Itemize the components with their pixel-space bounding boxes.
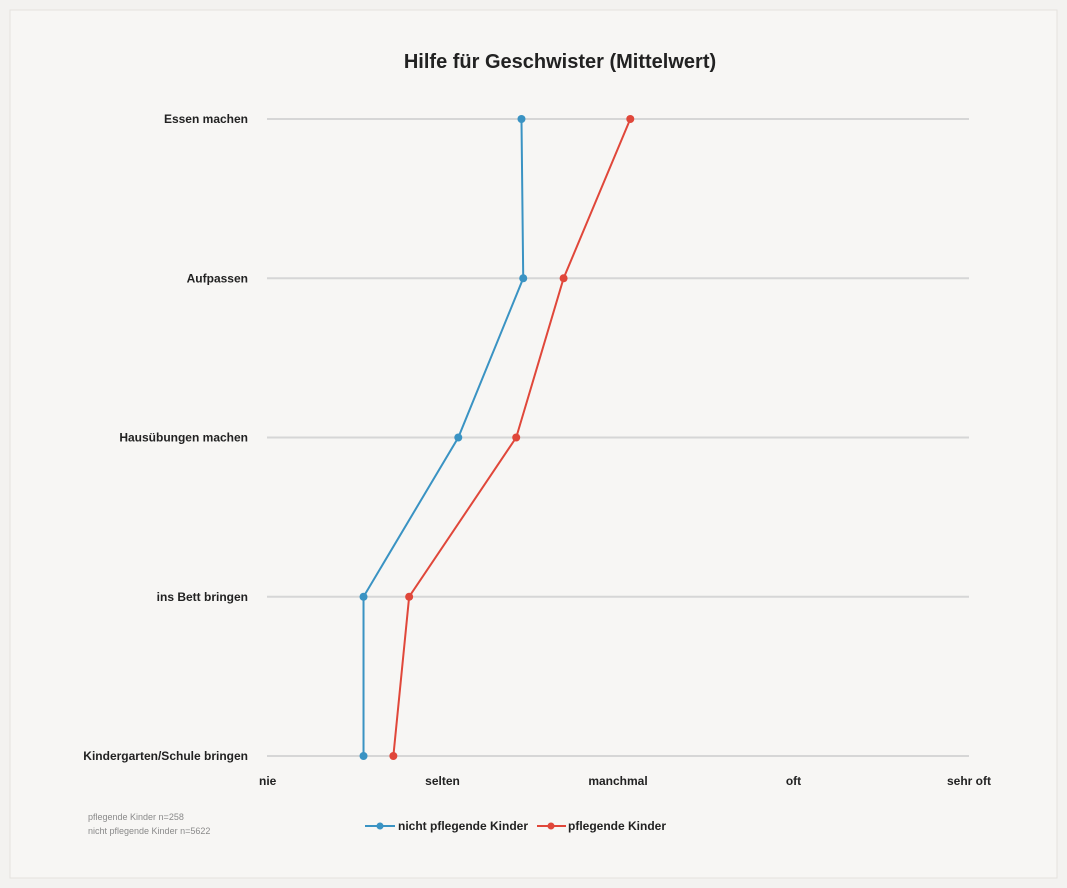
y-axis-tick-labels: Essen machen Aufpassen Hausübungen machen i… [83,112,248,763]
x-tick-label-selten: selten [425,774,460,788]
point-nicht-pflegende-kinder-kindergarten-schule-bringen [359,752,368,760]
point-pflegende-kinder-haus-bungen-machen [512,433,521,442]
legend-marker-nicht-pflegende [376,822,384,830]
point-pflegende-kinder-aufpassen [559,274,568,283]
point-pflegende-kinder-ins-bett-bringen [405,592,414,601]
x-tick-label-manchmal: manchmal [588,774,647,788]
point-nicht-pflegende-kinder-haus-bungen-machen [454,433,463,442]
plot-frame [9,9,1058,879]
x-tick-label-oft: oft [786,774,801,788]
point-pflegende-kinder-essen-machen [626,115,635,123]
x-tick-label-sehr-oft: sehr oft [947,774,991,788]
chart-title: Hilfe für Geschwister (Mittelwert) [404,51,716,73]
point-pflegende-kinder-kindergarten-schule-bringen [389,752,398,760]
gridlines [267,118,969,757]
x-axis-tick-labels: nie selten manchmal oft sehr oft [259,774,991,788]
note-nicht-pflegende: nicht pflegende Kinder n=5622 [88,826,210,836]
series-points [359,115,635,760]
y-tick-label-aufpassen: Aufpassen [187,271,248,285]
y-tick-label-essen-machen: Essen machen [164,112,248,126]
legend: nicht pflegende Kinder pflegende Kinder [365,819,666,833]
point-nicht-pflegende-kinder-ins-bett-bringen [359,592,368,601]
y-tick-label-haus-bungen-machen: Hausübungen machen [119,431,248,445]
x-tick-label-nie: nie [259,774,277,788]
y-tick-label-kindergarten-schule-bringen: Kindergarten/Schule bringen [83,749,248,763]
legend-label-nicht-pflegende: nicht pflegende Kinder [398,819,528,833]
point-nicht-pflegende-kinder-essen-machen [517,115,526,123]
legend-marker-pflegende [547,822,555,830]
point-nicht-pflegende-kinder-aufpassen [519,274,528,283]
legend-label-pflegende: pflegende Kinder [568,819,666,833]
sample-notes: pflegende Kinder n=258 nicht pflegende K… [88,812,210,836]
note-pflegende: pflegende Kinder n=258 [88,812,184,822]
y-tick-label-ins-bett-bringen: ins Bett bringen [157,590,248,604]
